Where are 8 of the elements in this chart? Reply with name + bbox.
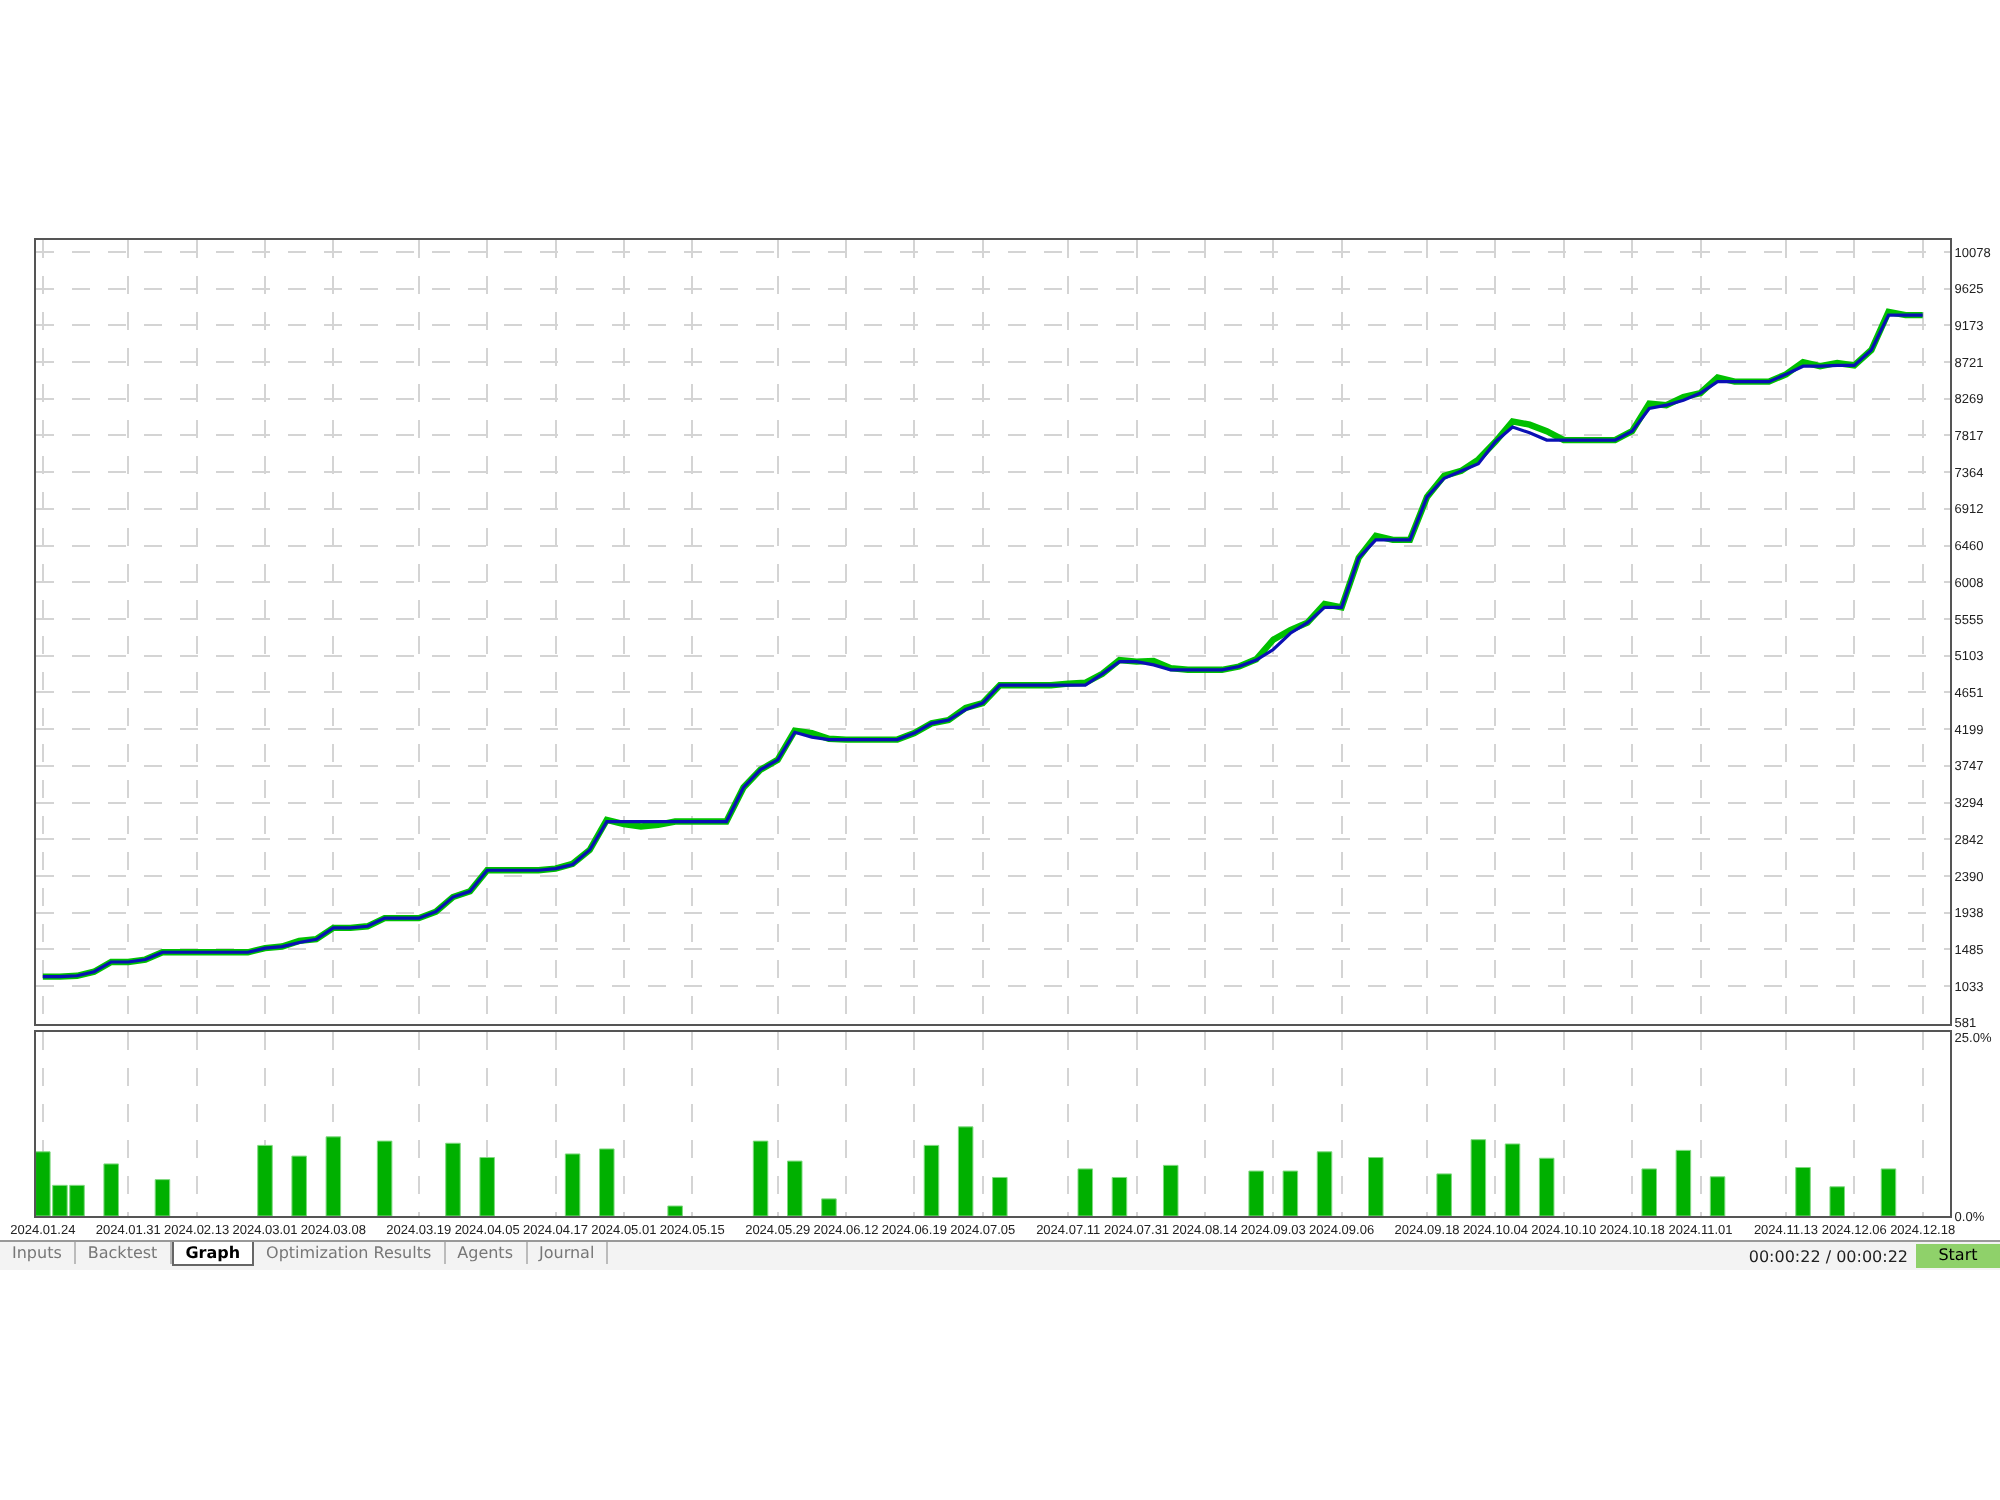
text: Graph	[171, 1242, 255, 1266]
text: Backtest	[75, 1242, 172, 1264]
text: Optimization Results	[254, 1242, 446, 1264]
text: 00:00:22 / 00:00:22	[1748, 1248, 1908, 1266]
text: Agents	[445, 1242, 527, 1264]
text: Inputs	[0, 1242, 76, 1264]
text: Journal	[527, 1242, 609, 1264]
text: Start	[1916, 1244, 2000, 1268]
